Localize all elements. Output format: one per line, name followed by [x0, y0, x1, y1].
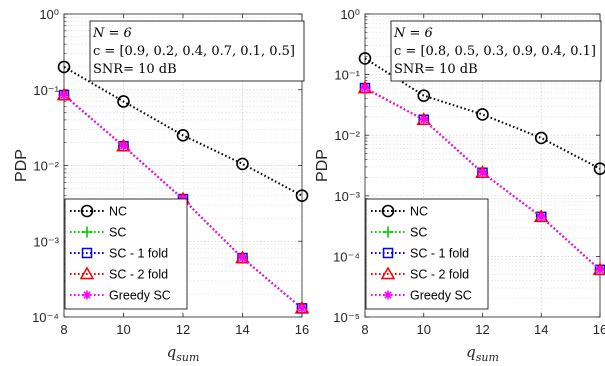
marker-star — [297, 303, 307, 313]
y-tick-label: 10⁻¹ — [334, 68, 360, 83]
marker-circle — [358, 52, 372, 65]
marker-plus — [382, 226, 394, 238]
y-axis-label: PDP — [314, 149, 331, 182]
y-tick-label: 10⁻³ — [33, 234, 59, 249]
series-line — [364, 87, 601, 271]
legend-entry: SC — [371, 226, 427, 240]
legend-label: Greedy SC — [109, 289, 171, 303]
x-tick-label: 14 — [235, 322, 249, 337]
legend-entry: SC - 1 fold — [371, 247, 469, 261]
series-greedy-sc — [360, 83, 605, 275]
legend-entry: NC — [371, 205, 428, 219]
marker-star — [419, 115, 429, 125]
series-line — [63, 66, 303, 197]
x-axis-label: qsum — [466, 343, 499, 364]
marker-circle — [534, 131, 548, 145]
annotation-line: N = 6 — [92, 26, 132, 41]
annotation-line: SNR= 10 dB — [93, 62, 177, 77]
annotation-box: N = 6 c = [0.9, 0.2, 0.4, 0.7, 0.1, 0.5] S… — [89, 20, 305, 82]
legend-label: SC - 2 fold — [410, 268, 469, 282]
legend-entry: Greedy SC — [70, 289, 171, 303]
marker-circle — [117, 95, 130, 108]
y-tick-label: 10⁻¹ — [33, 83, 59, 98]
marker-star — [119, 141, 128, 151]
legend-entry: SC - 2 fold — [70, 266, 168, 282]
y-tick-label: 10⁻² — [33, 159, 59, 174]
series-nc — [57, 60, 309, 202]
y-axis-label: PDP — [13, 149, 30, 182]
marker-circle — [176, 129, 190, 142]
y-tick-label: 10⁻³ — [334, 189, 360, 204]
legend-entry: NC — [70, 205, 127, 219]
legend-entry: Greedy SC — [371, 289, 472, 303]
annotation-line: c = [0.8, 0.5, 0.3, 0.9, 0.4, 0.1] — [394, 44, 596, 59]
chart-1: 8 10 12 14 16 10⁻⁴ 10⁻³ 10⁻² 10⁻¹ 10⁰ qsum PDP N = 6… — [13, 7, 310, 364]
x-tick-label: 16 — [295, 322, 309, 337]
legend-label: SC — [410, 226, 427, 240]
series-nc — [358, 52, 605, 176]
legend-label: NC — [410, 205, 428, 219]
marker-circle — [476, 108, 489, 121]
legend-label: SC - 2 fold — [109, 268, 168, 282]
marker-circle — [417, 89, 431, 102]
y-tick-label: 10⁻⁵ — [333, 310, 360, 325]
marker-triangle — [380, 266, 396, 280]
legend-entry: SC - 2 fold — [371, 266, 469, 282]
y-tick-label: 10⁻⁴ — [333, 249, 360, 264]
legend: NC SC SC - 1 fold SC - 2 fold Greedy SC — [64, 198, 188, 310]
legend-label: Greedy SC — [410, 289, 472, 303]
marker-star — [82, 290, 92, 300]
marker-circle — [593, 162, 605, 176]
marker-star — [383, 290, 393, 300]
annotation-line: c = [0.9, 0.2, 0.4, 0.7, 0.1, 0.5] — [93, 44, 295, 59]
marker-square — [382, 247, 394, 259]
legend: NC SC SC - 1 fold SC - 2 fold Greedy SC — [365, 198, 489, 310]
y-tick-label: 10⁰ — [340, 7, 360, 22]
marker-circle — [236, 157, 249, 171]
chart-2: 8 10 12 14 16 10⁻⁵ 10⁻⁴ 10⁻³ 10⁻² 10⁻¹ 10⁰ qsum PDP N… — [314, 7, 605, 364]
legend-entry: SC - 1 fold — [70, 247, 168, 261]
marker-triangle — [79, 266, 95, 280]
x-tick-label: 8 — [60, 322, 67, 337]
series-line — [63, 94, 303, 310]
legend-label: NC — [109, 205, 127, 219]
x-tick-label: 12 — [475, 322, 489, 337]
marker-star — [595, 265, 605, 275]
x-axis-label: qsum — [167, 343, 200, 364]
marker-circle — [295, 189, 309, 202]
x-tick-label: 8 — [361, 322, 368, 337]
x-tick-label: 10 — [417, 322, 431, 337]
legend-label: SC — [109, 226, 126, 240]
marker-circle — [57, 60, 71, 74]
series-line — [364, 57, 601, 170]
x-tick-label: 10 — [116, 322, 130, 337]
x-tick-label: 12 — [176, 322, 190, 337]
legend-entry: SC — [70, 226, 126, 240]
legend-label: SC - 1 fold — [410, 247, 469, 261]
annotation-line: SNR= 10 dB — [394, 62, 478, 77]
marker-star — [59, 90, 69, 100]
annotation-line: N = 6 — [393, 26, 433, 41]
marker-square — [81, 247, 93, 259]
marker-circle — [80, 204, 94, 218]
marker-star — [360, 83, 370, 93]
annotation-box: N = 6 c = [0.8, 0.5, 0.3, 0.9, 0.4, 0.1] S… — [390, 20, 602, 82]
marker-star — [238, 253, 247, 263]
y-tick-label: 10⁰ — [39, 7, 59, 22]
marker-star — [536, 212, 546, 222]
y-tick-label: 10⁻⁴ — [32, 310, 59, 325]
marker-plus — [81, 226, 93, 238]
legend-label: SC - 1 fold — [109, 247, 168, 261]
x-tick-label: 14 — [534, 322, 548, 337]
marker-star — [478, 168, 487, 178]
x-tick-label: 16 — [593, 322, 605, 337]
y-tick-label: 10⁻² — [334, 128, 360, 143]
marker-circle — [381, 204, 395, 218]
